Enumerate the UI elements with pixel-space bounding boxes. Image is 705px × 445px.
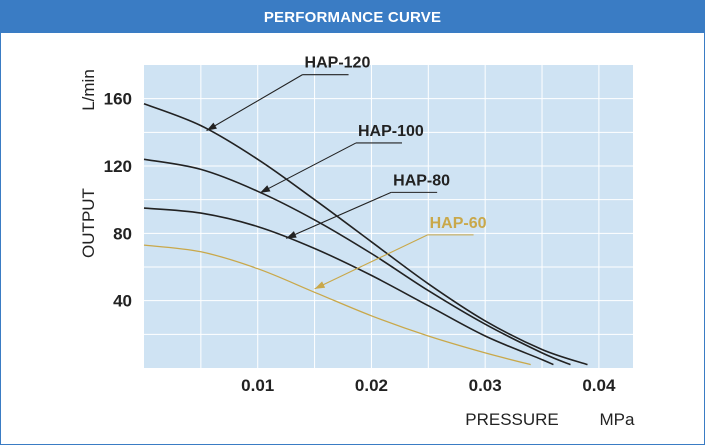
series-line-hap-80 [143,207,554,366]
y-tick-label: 40 [113,292,132,311]
arrowhead-hap-120 [206,122,217,131]
x-tick-label: 0.04 [582,376,616,395]
y-tick-label: 120 [104,157,132,176]
series-label-hap-80: HAP-80 [393,172,450,189]
arrowhead-hap-80 [286,231,297,239]
x-tick-label: 0.01 [241,376,274,395]
plot-area [144,65,633,368]
y-tick-label: 160 [104,90,132,109]
series-line-hap-100 [143,158,571,366]
leader-line-hap-60 [314,234,428,290]
chart-title: PERFORMANCE CURVE [263,8,442,26]
grid [144,65,633,368]
leader-line-hap-100 [259,142,357,194]
y-tick-label: 80 [113,224,132,243]
chart-header: PERFORMANCE CURVE [1,1,704,33]
series-label-hap-120: HAP-120 [305,55,371,72]
series-line-hap-120 [143,102,588,366]
x-tick-label: 0.03 [469,376,502,395]
x-axis-unit: MPa [600,410,636,429]
annotations-layer: HAP-120 HAP-100 HAP-80 HAP-60 [206,55,487,290]
series-line-hap-60 [143,244,531,366]
y-axis-unit: L/min [79,69,98,111]
ticks-layer: 40 80 120 160 0.01 0.02 0.03 0.04 [104,90,616,395]
series-label-hap-100: HAP-100 [358,123,424,140]
leader-line-hap-80 [285,191,392,239]
series-label-hap-60: HAP-60 [430,215,487,232]
y-axis-label: OUTPUT [79,188,98,258]
arrowhead-hap-60 [314,281,326,289]
series-layer [143,102,588,366]
x-axis-label: PRESSURE [465,410,559,429]
x-tick-label: 0.02 [355,376,388,395]
arrowhead-hap-100 [259,185,271,193]
leader-line-hap-120 [206,74,303,132]
